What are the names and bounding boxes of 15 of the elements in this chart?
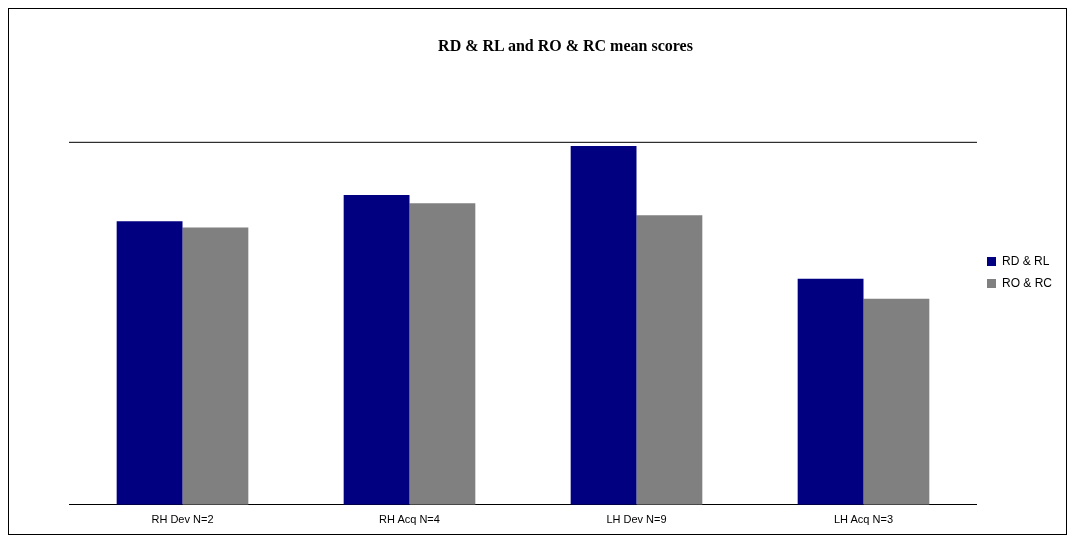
bar [863, 298, 930, 505]
bar [116, 221, 183, 505]
x-tick-label: LH Dev N=9 [606, 513, 667, 526]
bar [797, 278, 864, 505]
legend-label: RD & RL [1002, 253, 1050, 268]
bar [182, 227, 249, 505]
bar [409, 203, 476, 505]
x-tick-label: RH Dev N=2 [151, 513, 214, 526]
legend-label: RO & RC [1002, 275, 1053, 290]
x-tick-label: LH Acq N=3 [833, 513, 893, 526]
bar [570, 145, 637, 505]
bar [343, 195, 410, 505]
bar [636, 215, 703, 505]
chart-title: RD & RL and RO & RC mean scores [438, 36, 693, 54]
x-tick-label: RH Acq N=4 [379, 513, 440, 526]
